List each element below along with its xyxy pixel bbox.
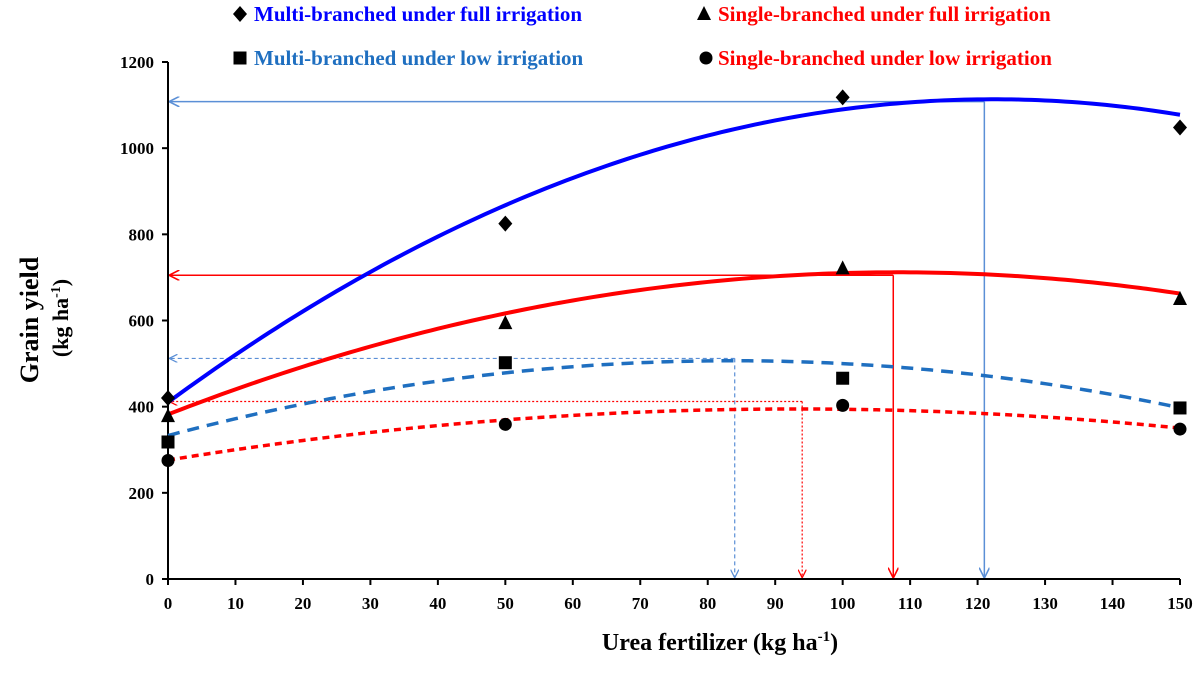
legend-marker-circle xyxy=(699,51,713,65)
legend-item-4: Single-branched under low irrigation xyxy=(699,46,1052,70)
x-tick-label: 140 xyxy=(1100,594,1126,613)
data-point-circle-4 xyxy=(1173,422,1187,436)
y-axis-label-unit: (kg ha xyxy=(48,298,73,357)
legend-marker-square xyxy=(233,51,247,65)
x-axis-label-tail: ) xyxy=(830,630,838,656)
fit-curve-2 xyxy=(167,270,1181,417)
x-tick-label: 110 xyxy=(898,594,923,613)
fit-curve-3 xyxy=(167,358,1181,438)
y-tick-label: 800 xyxy=(129,225,155,244)
data-point-circle-4 xyxy=(161,454,175,468)
fit-curve-1 xyxy=(166,97,1181,404)
legend-label: Multi-branched under full irrigation xyxy=(254,2,582,26)
x-tick-label: 130 xyxy=(1032,594,1058,613)
y-tick-label: 600 xyxy=(129,312,155,331)
x-tick-label: 50 xyxy=(497,594,514,613)
data-point-triangle-2 xyxy=(498,315,513,330)
x-tick-label: 90 xyxy=(767,594,784,613)
data-point-diamond-1 xyxy=(835,89,850,106)
data-points xyxy=(161,89,1187,468)
legend-marker-diamond xyxy=(233,6,247,22)
y-axis-label-line1: Grain yield xyxy=(15,256,44,383)
legend-label: Single-branched under full irrigation xyxy=(718,2,1051,26)
fit-curves xyxy=(166,97,1181,462)
legend: Multi-branched under full irrigation Sing… xyxy=(233,2,1052,70)
y-axis-label-sup: -1 xyxy=(49,286,64,298)
data-point-diamond-1 xyxy=(161,390,175,407)
x-tick-label: 70 xyxy=(632,594,649,613)
data-point-diamond-1 xyxy=(498,215,513,232)
fit-curve-4 xyxy=(167,407,1181,462)
x-axis-label-sup: -1 xyxy=(818,629,831,645)
y-tick-label: 1000 xyxy=(120,139,154,158)
data-point-triangle-2 xyxy=(835,260,850,275)
x-tick-label: 80 xyxy=(699,594,716,613)
y-tick-label: 400 xyxy=(129,398,155,417)
data-point-square-3 xyxy=(498,356,512,370)
data-point-diamond-1 xyxy=(1173,119,1187,136)
y-axis-label-tail: ) xyxy=(48,279,73,286)
optimum-arrows xyxy=(170,102,984,577)
x-tick-label: 60 xyxy=(564,594,581,613)
legend-item-3: Multi-branched under low irrigation xyxy=(233,46,584,70)
x-tick-label: 10 xyxy=(227,594,244,613)
data-point-triangle-2 xyxy=(1173,290,1187,305)
x-tick-label: 40 xyxy=(429,594,446,613)
x-tick-label: 120 xyxy=(965,594,991,613)
data-point-circle-4 xyxy=(498,417,512,431)
data-point-square-3 xyxy=(161,435,175,449)
x-tick-label: 20 xyxy=(294,594,311,613)
data-point-circle-4 xyxy=(836,398,850,412)
data-point-square-3 xyxy=(836,371,850,385)
legend-label: Multi-branched under low irrigation xyxy=(254,46,584,70)
x-tick-label: 100 xyxy=(830,594,856,613)
y-axis-label: Grain yield (kg ha-1) xyxy=(15,253,73,383)
legend-marker-triangle xyxy=(697,6,711,20)
legend-label: Single-branched under low irrigation xyxy=(718,46,1052,70)
y-axis-label-line2: (kg ha-1) xyxy=(48,279,73,357)
legend-item-1: Multi-branched under full irrigation xyxy=(233,2,582,26)
y-tick-label: 1200 xyxy=(120,53,154,72)
data-point-square-3 xyxy=(1173,401,1187,415)
x-axis-label-main: Urea fertilizer (kg ha xyxy=(602,630,818,656)
x-tick-label: 30 xyxy=(362,594,379,613)
data-point-triangle-2 xyxy=(161,408,175,423)
y-tick-label: 0 xyxy=(146,570,155,589)
y-tick-label: 200 xyxy=(129,484,155,503)
x-tick-label: 150 xyxy=(1167,594,1193,613)
x-tick-label: 0 xyxy=(164,594,173,613)
x-axis-label: Urea fertilizer (kg ha-1) xyxy=(602,629,838,656)
legend-item-2: Single-branched under full irrigation xyxy=(697,2,1051,26)
axes: 0 200 400 600 800 1000 1200 0 10 20 30 40 50 60 70 80 90… xyxy=(120,53,1193,613)
